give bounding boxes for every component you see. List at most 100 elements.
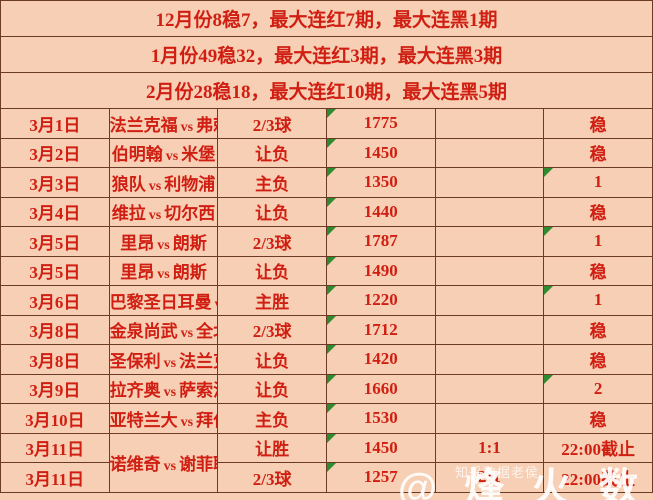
cell-date[interactable]: 3月5日 [0,226,110,257]
cell-value[interactable]: 1450 [325,137,436,168]
cell-value[interactable]: 1440 [325,196,436,227]
match-away: 谢菲联 [179,455,217,474]
cell-match[interactable]: 法兰克福vs弗赖堡 [108,108,219,139]
cell-date[interactable]: 3月8日 [0,344,110,375]
cell-match[interactable]: 金泉尚武vs全北现代 [108,314,219,345]
cell-value[interactable]: 1712 [325,314,436,345]
cell-result[interactable]: 1 [543,167,653,198]
table-row[interactable]: 3月1日 法兰克福vs弗赖堡 2/3球 1775 稳 [0,108,653,139]
cell-bet-type[interactable]: 主胜 [217,285,327,316]
match-away: 法兰克福 [179,351,217,371]
cell-score[interactable] [434,196,545,227]
cell-match-merged[interactable]: 诺维奇vs谢菲联 [108,432,219,493]
cell-date[interactable]: 3月1日 [0,108,110,139]
cell-date[interactable]: 3月4日 [0,196,110,227]
table-row[interactable]: 3月3日 狼队 vs 利物浦 主负 1350 1 [0,167,653,198]
cell-bet-type[interactable]: 主负 [217,167,327,198]
cell-date[interactable]: 3月8日 [0,314,110,345]
cell-score[interactable]: 1:1 [434,432,545,463]
cell-bet-type[interactable]: 2/3球 [217,314,327,345]
cell-match[interactable]: 圣保利vs法兰克福 [108,344,219,375]
cell-result[interactable]: 1 [543,285,653,316]
cell-score[interactable] [434,285,545,316]
cell-bet-type[interactable]: 2/3球 [217,108,327,139]
table-row[interactable]: 3月8日 金泉尚武vs全北现代 2/3球 1712 稳 [0,314,653,345]
cell-result[interactable]: 稳 [543,108,653,139]
cell-result[interactable]: 1 [543,226,653,257]
cell-result[interactable]: 稳 [543,255,653,286]
table-row[interactable]: 3月5日 里昂 vs 朗斯 让负 1490 稳 [0,255,653,286]
match-vs: vs [180,119,194,135]
cell-score[interactable] [434,108,545,139]
table-row-merged-second[interactable]: 3月11日 2/3球 1257 2:1 22:00截止 [0,462,653,493]
match-away: 米堡 [181,145,216,165]
cell-match[interactable]: 拉齐奥vs萨索洛 [108,373,219,404]
match-home: 亚特兰大 [109,410,178,430]
table-row[interactable]: 3月5日 里昂 vs 朗斯 2/3球 1787 1 [0,226,653,257]
cell-match[interactable]: 里昂 vs 朗斯 [108,255,219,286]
summary-text-jan: 1月份49稳32，最大连红3期，最大连黑3期 [0,36,653,73]
cell-result-deadline[interactable]: 22:00截止 [543,432,653,463]
table-row-merged-first[interactable]: 3月11日 诺维奇vs谢菲联 让胜 1450 1:1 22:00截止 [0,432,653,493]
cell-date[interactable]: 3月11日 [0,432,110,463]
cell-score[interactable] [434,167,545,198]
cell-score[interactable] [434,137,545,168]
cell-bet-type[interactable]: 让负 [217,373,327,404]
cell-value[interactable]: 1530 [325,403,436,434]
cell-bet-type[interactable]: 让负 [217,196,327,227]
table-row[interactable]: 3月4日 维拉 vs 切尔西 让负 1440 稳 [0,196,653,227]
cell-value[interactable]: 1420 [325,344,436,375]
cell-date[interactable]: 3月5日 [0,255,110,286]
cell-score[interactable] [434,314,545,345]
cell-match[interactable]: 里昂 vs 朗斯 [108,226,219,257]
table-row[interactable]: 3月2日 伯明翰 vs 米堡 让负 1450 稳 [0,137,653,168]
cell-score[interactable] [434,255,545,286]
cell-result[interactable]: 稳 [543,314,653,345]
cell-match[interactable]: 狼队 vs 利物浦 [108,167,219,198]
cell-match[interactable]: 巴黎圣日耳曼vs摩纳哥 [108,285,219,316]
cell-result[interactable]: 稳 [543,196,653,227]
cell-date[interactable]: 3月11日 [0,462,110,493]
table-row[interactable]: 3月8日 圣保利vs法兰克福 让负 1420 稳 [0,344,653,375]
cell-value[interactable]: 1787 [325,226,436,257]
cell-bet-type[interactable]: 2/3球 [217,226,327,257]
cell-result-deadline[interactable]: 22:00截止 [543,462,653,493]
cell-match[interactable]: 亚特兰大vs拜仁 [108,403,219,434]
cell-value[interactable]: 1257 [325,462,436,493]
cell-score[interactable] [434,344,545,375]
cell-value[interactable]: 1490 [325,255,436,286]
cell-score[interactable] [434,403,545,434]
cell-value[interactable]: 1350 [325,167,436,198]
cell-match[interactable]: 伯明翰 vs 米堡 [108,137,219,168]
table-row[interactable]: 3月10日 亚特兰大vs拜仁 主负 1530 稳 [0,403,653,434]
cell-bet-type[interactable]: 让负 [217,344,327,375]
cell-result[interactable]: 稳 [543,137,653,168]
cell-score[interactable] [434,226,545,257]
table-row[interactable]: 3月6日 巴黎圣日耳曼vs摩纳哥 主胜 1220 1 [0,285,653,316]
cell-value[interactable]: 1220 [325,285,436,316]
cell-match[interactable]: 维拉 vs 切尔西 [108,196,219,227]
cell-score[interactable] [434,373,545,404]
cell-bet-type[interactable]: 让负 [217,137,327,168]
cell-date[interactable]: 3月9日 [0,373,110,404]
cell-value[interactable]: 1450 [325,432,436,463]
cell-result[interactable]: 稳 [543,403,653,434]
cell-date[interactable]: 3月3日 [0,167,110,198]
table-row[interactable]: 3月9日 拉齐奥vs萨索洛 让负 1660 2 [0,373,653,404]
cell-bet-type[interactable]: 主负 [217,403,327,434]
cell-bet-type[interactable]: 2/3球 [217,462,327,493]
cell-result[interactable]: 稳 [543,344,653,375]
cell-value[interactable]: 1660 [325,373,436,404]
cell-bet-type[interactable]: 让胜 [217,432,327,463]
cell-result[interactable]: 2 [543,373,653,404]
cell-date[interactable]: 3月10日 [0,403,110,434]
cell-value[interactable]: 1775 [325,108,436,139]
cell-bet-type[interactable]: 让负 [217,255,327,286]
cell-date[interactable]: 3月2日 [0,137,110,168]
match-vs: vs [157,237,170,253]
match-home: 里昂 [120,233,155,253]
cell-score[interactable]: 2:1 [434,462,545,493]
cell-date[interactable]: 3月6日 [0,285,110,316]
match-vs: vs [157,267,170,283]
